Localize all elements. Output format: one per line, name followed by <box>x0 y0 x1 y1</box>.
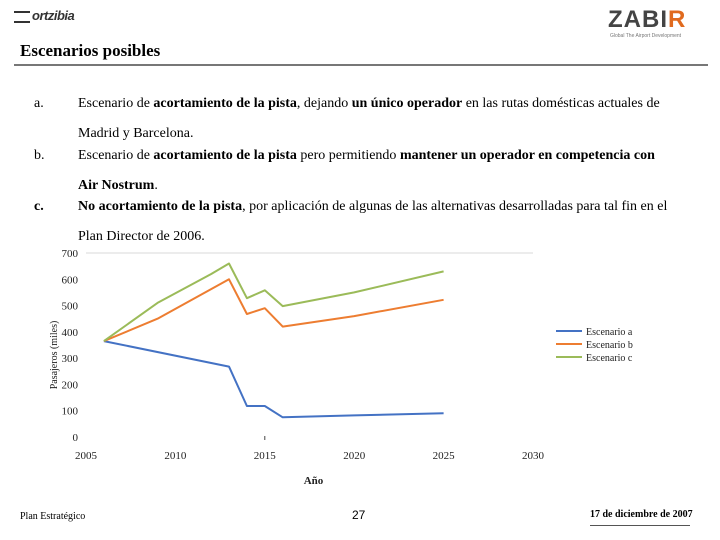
text-run-bold: No acortamiento de la pista <box>78 199 243 214</box>
x-tick-label: 2025 <box>433 450 456 462</box>
x-tick-label: 2005 <box>75 450 98 462</box>
text-run: Escenario de <box>78 96 154 111</box>
footer-date-underline <box>590 525 690 526</box>
series-line-3 <box>103 262 444 342</box>
text-run: Madrid y Barcelona. <box>78 126 194 141</box>
scenario-text: Escenario de acortamiento de la pista pe… <box>78 141 674 201</box>
scenario-line: Plan Director de 2006. <box>78 222 674 252</box>
y-axis-title: Pasajeros (miles) <box>49 321 60 390</box>
title-divider <box>14 64 708 66</box>
page-title: Escenarios posibles <box>20 41 161 60</box>
text-run: , dejando <box>296 96 352 111</box>
x-tick-label: 2020 <box>343 450 366 462</box>
zabir-logo-main: ZABI <box>608 6 668 33</box>
text-run-bold: acortamiento de la pista <box>153 148 297 163</box>
ortzibia-logo: ortzibia <box>14 8 75 23</box>
text-run: . <box>154 178 158 193</box>
y-tick-label: 0 <box>73 432 79 444</box>
scenario-line: Madrid y Barcelona. <box>78 119 674 149</box>
x-tick-label: 2030 <box>522 450 545 462</box>
ortzibia-logo-text: ortzibia <box>32 8 75 23</box>
scenario-line: No acortamiento de la pista, por aplicac… <box>78 192 674 222</box>
zabir-logo-accent: R <box>668 6 687 33</box>
x-tick-label: 2010 <box>164 450 187 462</box>
text-run: Plan Director de 2006. <box>78 229 205 244</box>
scenario-line: Air Nostrum. <box>78 171 674 201</box>
legend-label-3: Escenario c <box>586 353 633 364</box>
y-tick-label: 400 <box>62 327 79 339</box>
scenario-line: Escenario de acortamiento de la pista pe… <box>78 141 674 171</box>
legend-label-1: Escenario a <box>586 327 633 338</box>
series-line-2 <box>103 278 444 343</box>
scenario-text: Escenario de acortamiento de la pista, d… <box>78 89 674 149</box>
text-run-bold: un único operador <box>351 96 463 111</box>
scenario-marker: c. <box>34 199 44 214</box>
text-run: en las rutas domésticas actuales de <box>462 96 660 111</box>
zabir-logo: ZABIR Global The Airport Development <box>608 6 708 42</box>
scenario-marker: a. <box>34 96 44 111</box>
y-tick-label: 600 <box>62 274 79 286</box>
scenario-text: No acortamiento de la pista, por aplicac… <box>78 192 674 252</box>
scenario-marker: b. <box>34 148 45 163</box>
ortzibia-logo-mark-icon <box>14 10 30 23</box>
passengers-line-chart: 0 100 200 300 400 500 600 700 2005 2010 2015 2020 20… <box>49 248 633 487</box>
text-run: , por aplicación de algunas de las alter… <box>242 199 668 214</box>
text-run-bold: mantener un operador en competencia con <box>399 148 655 163</box>
text-run: pero permitiendo <box>296 148 400 163</box>
footer-date: 17 de diciembre de 2007 <box>590 509 693 520</box>
y-tick-label: 700 <box>62 248 79 260</box>
x-tick-label: 2015 <box>254 450 277 462</box>
zabir-logo-tagline: Global The Airport Development <box>610 33 682 39</box>
page-number: 27 <box>352 508 366 522</box>
text-run: Escenario de <box>78 148 154 163</box>
series-line-1 <box>103 340 444 419</box>
y-tick-label: 100 <box>62 406 79 418</box>
footer-left-label: Plan Estratégico <box>20 511 86 522</box>
y-tick-label: 300 <box>62 353 79 365</box>
y-tick-label: 500 <box>62 301 79 313</box>
text-run-bold: acortamiento de la pista <box>153 96 297 111</box>
text-run-bold: Air Nostrum <box>78 178 155 193</box>
legend-label-2: Escenario b <box>586 340 633 351</box>
zabir-logo-word: ZABIR <box>608 6 686 34</box>
y-tick-label: 200 <box>62 379 79 391</box>
x-axis-title: Año <box>304 475 324 487</box>
scenario-line: Escenario de acortamiento de la pista, d… <box>78 89 674 119</box>
